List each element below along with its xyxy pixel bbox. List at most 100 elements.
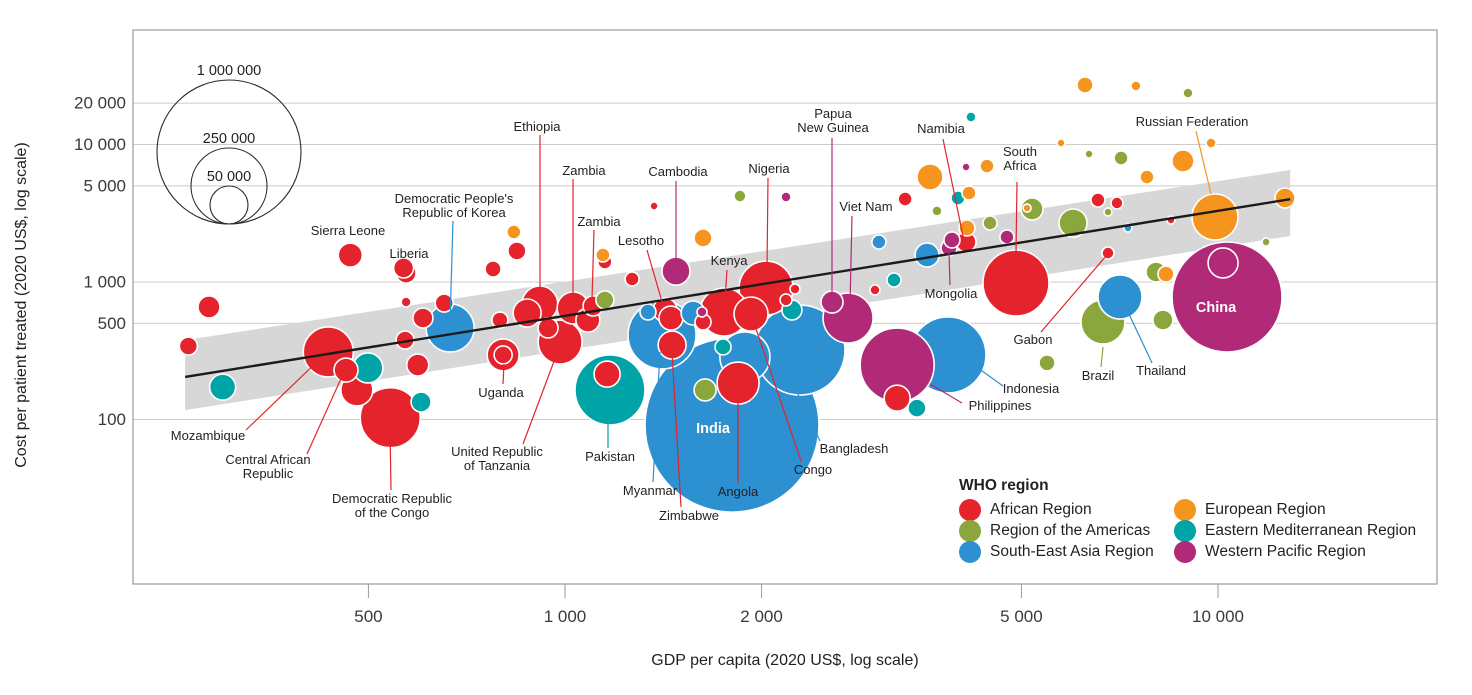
callout-line: [948, 251, 951, 286]
country-label: Viet Nam: [839, 199, 892, 214]
legend-item-label: South-East Asia Region: [990, 543, 1154, 560]
bubble: [965, 111, 977, 123]
bubble: [1022, 203, 1032, 213]
country-label: Mozambique: [171, 428, 245, 443]
bubble: [1139, 169, 1155, 185]
legend-swatch-circle: [959, 520, 981, 542]
bubble: [982, 215, 998, 231]
bubble-thailand: [1097, 274, 1143, 320]
callout-line: [1128, 313, 1153, 364]
bubble: [733, 189, 747, 203]
legend-swatch-circle: [959, 499, 981, 521]
bubble: [871, 234, 887, 250]
legend-item-european-region: European Region: [1174, 499, 1326, 521]
bubble: [1058, 208, 1088, 238]
country-label: Indonesia: [1003, 381, 1060, 396]
bubble: [624, 271, 640, 287]
bubble: [1205, 137, 1217, 149]
bubble: [869, 284, 881, 296]
bubble-china: [1171, 241, 1283, 353]
bubble: [178, 336, 199, 356]
bubble: [1113, 150, 1129, 166]
callout-line: [1040, 255, 1107, 333]
size-legend-label: 250 000: [203, 131, 255, 147]
bubble: [961, 185, 977, 201]
country-label: Democratic People's Republic of Korea: [395, 191, 514, 220]
bubble: [537, 317, 559, 339]
bubble: [1056, 138, 1066, 148]
y-tick-label: 1 000: [83, 273, 126, 292]
legend-item-eastern-mediterranean-region: Eastern Mediterranean Region: [1174, 520, 1416, 542]
callout-line: [449, 220, 454, 323]
bubble: [914, 242, 940, 268]
bubble: [507, 241, 527, 261]
bubble: [506, 224, 522, 240]
callout-line: [671, 351, 682, 508]
country-label: Namibia: [917, 121, 965, 136]
x-tick-label: 2 000: [740, 607, 783, 626]
bubble: [595, 247, 611, 263]
country-label: Thailand: [1136, 363, 1186, 378]
bubble-uganda-inner: [493, 345, 513, 365]
legend-item-label: Eastern Mediterranean Region: [1205, 522, 1417, 539]
bubble: [1076, 76, 1094, 94]
bubble-russian-federation: [1191, 193, 1239, 241]
bubble-gabon: [1101, 246, 1115, 260]
bubble: [693, 378, 717, 402]
country-label: Sierra Leone: [311, 223, 385, 238]
bubble: [693, 228, 713, 248]
country-label: Russian Federation: [1136, 114, 1249, 129]
callout-line: [389, 427, 392, 491]
bubble: [410, 391, 432, 413]
x-tick-label: 10 000: [1192, 607, 1244, 626]
bubble: [916, 163, 944, 191]
country-label: Gabon: [1013, 332, 1052, 347]
callout-line: [1100, 346, 1104, 368]
bubble: [931, 205, 943, 217]
bubble: [197, 295, 221, 319]
legend-item-western-pacific-region: Western Pacific Region: [1174, 541, 1366, 563]
bubble-china-inner: [1207, 247, 1239, 279]
legend-item-region-of-the-americas: Region of the Americas: [959, 520, 1150, 542]
plot-border: [132, 29, 1438, 585]
bubble: [595, 290, 615, 310]
country-label: Papua New Guinea: [797, 106, 869, 135]
callout-line: [652, 351, 661, 483]
y-axis-title: Cost per patient treated (2020 US$, log …: [13, 142, 30, 468]
bubble: [658, 305, 684, 331]
y-tick-label: 10 000: [74, 135, 126, 154]
bubble: [1182, 87, 1194, 99]
country-label: Brazil: [1082, 368, 1115, 383]
x-tick-label: 1 000: [544, 607, 587, 626]
bubble: [412, 307, 434, 329]
country-label: Lesotho: [618, 233, 664, 248]
callout-line: [849, 215, 853, 307]
bubble: [1274, 187, 1296, 209]
callout-line: [766, 177, 769, 271]
callout-line: [502, 363, 505, 385]
bubble: [780, 191, 792, 203]
country-label: Mongolia: [925, 286, 979, 301]
x-tick-label: 5 000: [1000, 607, 1043, 626]
size-legend-circle: [156, 79, 302, 225]
callout-line: [752, 319, 802, 462]
bubble-inner-label: China: [1196, 300, 1237, 316]
bubble: [1171, 149, 1195, 173]
bubble: [961, 162, 971, 172]
bubble: [1130, 80, 1142, 92]
trend-confidence-band: [185, 169, 1291, 411]
legend-swatch-circle: [1174, 520, 1196, 542]
country-label: Congo: [794, 462, 832, 477]
legend-item-label: European Region: [1205, 501, 1326, 518]
bubble: [886, 272, 902, 288]
country-label: Kenya: [711, 253, 749, 268]
bubble: [593, 360, 621, 388]
bubble-inner-label: India: [696, 421, 731, 437]
bubble: [897, 191, 913, 207]
bubble: [883, 384, 911, 412]
legend-item-label: Region of the Americas: [990, 522, 1151, 539]
bubble: [639, 303, 657, 321]
country-label: Liberia: [389, 246, 429, 261]
bubble: [1110, 196, 1124, 210]
